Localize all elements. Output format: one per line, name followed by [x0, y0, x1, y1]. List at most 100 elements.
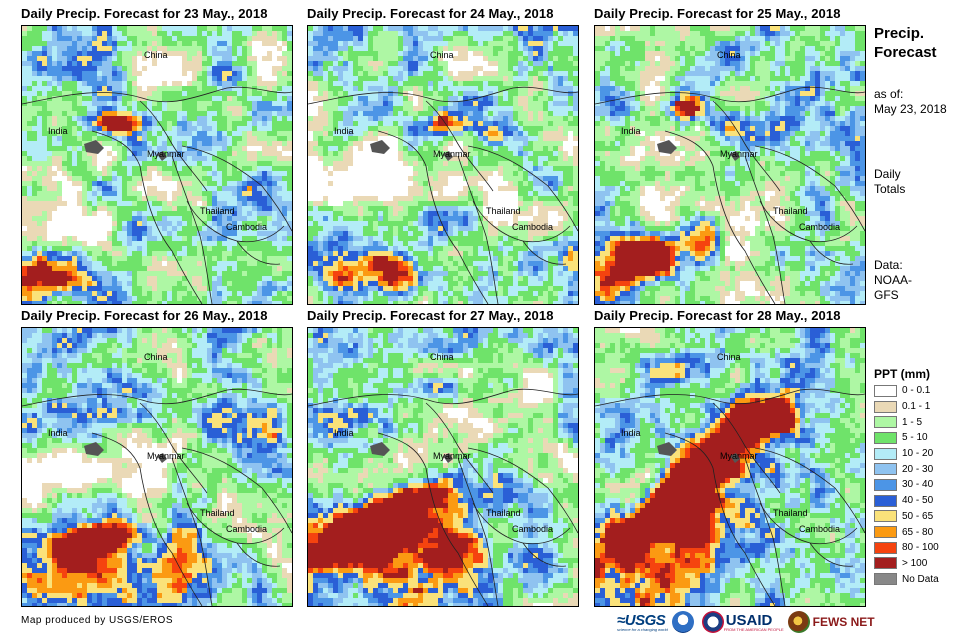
legend-item: > 100: [874, 556, 964, 572]
country-boundary: [809, 542, 854, 567]
forecast-panel: Daily Precip. Forecast for 27 May., 2018…: [307, 308, 593, 607]
map-label-thailand: Thailand: [486, 206, 521, 216]
country-boundary: [186, 502, 285, 545]
legend-label: 40 - 50: [902, 495, 934, 507]
legend-label: No Data: [902, 573, 939, 585]
legend-item: 50 - 65: [874, 509, 964, 525]
country-boundary: [171, 155, 213, 304]
legend-swatch: [874, 557, 897, 570]
as-of-label: as of:: [874, 87, 904, 101]
map-label-china: China: [717, 50, 741, 60]
legend-swatch: [874, 447, 897, 460]
map-label-myanmar: Myanmar: [433, 149, 471, 159]
map-label-india: India: [334, 126, 354, 136]
country-boundary: [91, 432, 203, 606]
country-boundary: [759, 502, 858, 545]
map-label-india: India: [621, 428, 641, 438]
map-label-china: China: [144, 352, 168, 362]
country-boundary: [425, 100, 494, 192]
country-boundary: [664, 432, 776, 606]
country-boundary: [595, 86, 865, 105]
map-label-thailand: Thailand: [773, 206, 808, 216]
as-of-date: as of: May 23, 2018: [874, 87, 947, 117]
precip-map: China India Myanmar Thailand Cambodia: [594, 25, 866, 305]
noaa-logo-icon: [671, 611, 694, 633]
legend-swatch: [874, 526, 897, 539]
map-label-china: China: [430, 50, 454, 60]
country-boundary: [664, 130, 776, 304]
legend-item: 0 - 0.1: [874, 383, 964, 399]
map-label-china: China: [144, 50, 168, 60]
country-boundary: [595, 388, 865, 407]
map-label-myanmar: Myanmar: [720, 149, 758, 159]
legend-label: 1 - 5: [902, 416, 923, 428]
country-boundary: [467, 145, 578, 232]
legend-label: 5 - 10: [902, 432, 928, 444]
country-boundary: [712, 100, 781, 192]
legend-swatch: [874, 384, 897, 397]
agency-logos: ≈USGS science for a changing world USAID…: [617, 608, 875, 636]
data-line1: Data:: [874, 258, 903, 272]
as-of-value: May 23, 2018: [874, 102, 947, 116]
forecast-panel: Daily Precip. Forecast for 26 May., 2018…: [21, 308, 307, 607]
country-boundary: [22, 86, 292, 105]
map-label-india: India: [621, 126, 641, 136]
legend-label: > 100: [902, 557, 928, 569]
map-label-india: India: [48, 126, 68, 136]
panel-title: Daily Precip. Forecast for 27 May., 2018: [307, 308, 554, 323]
legend-label: 65 - 80: [902, 526, 934, 538]
precip-raster: [595, 26, 865, 304]
legend-item: 1 - 5: [874, 414, 964, 430]
country-boundary: [181, 447, 292, 534]
country-boundary: [308, 388, 578, 407]
precip-raster: [308, 26, 578, 304]
legend-item: 10 - 20: [874, 446, 964, 462]
forecast-panel: Daily Precip. Forecast for 23 May., 2018…: [21, 6, 307, 305]
legend-label: 80 - 100: [902, 542, 939, 554]
country-boundary: [377, 432, 489, 606]
map-label-china: China: [430, 352, 454, 362]
legend-swatch: [874, 416, 897, 429]
legend-item: No Data: [874, 571, 964, 587]
panel-title: Daily Precip. Forecast for 26 May., 2018: [21, 308, 268, 323]
country-boundary: [467, 447, 578, 534]
legend-label: 20 - 30: [902, 463, 934, 475]
country-boundary: [139, 402, 208, 494]
map-label-myanmar: Myanmar: [720, 451, 758, 461]
map-label-thailand: Thailand: [773, 508, 808, 518]
country-boundary: [472, 200, 571, 243]
map-label-myanmar: Myanmar: [147, 451, 185, 461]
map-label-cambodia: Cambodia: [226, 222, 268, 232]
no-data-area: [84, 140, 167, 161]
legend-item: 5 - 10: [874, 430, 964, 446]
country-boundary: [308, 86, 578, 105]
legend-label: 0 - 0.1: [902, 385, 931, 397]
country-boundary: [522, 542, 567, 567]
legend-label: 50 - 65: [902, 510, 934, 522]
data-line3: GFS: [874, 288, 899, 302]
legend-item: 40 - 50: [874, 493, 964, 509]
map-label-myanmar: Myanmar: [433, 451, 471, 461]
map-label-cambodia: Cambodia: [226, 524, 268, 534]
legend-item: 65 - 80: [874, 524, 964, 540]
precip-map: China India Myanmar Thailand Cambodia: [307, 25, 579, 305]
data-line2: NOAA-: [874, 273, 913, 287]
forecast-panel: Daily Precip. Forecast for 25 May., 2018…: [594, 6, 880, 305]
map-label-cambodia: Cambodia: [799, 222, 841, 232]
country-boundary: [809, 240, 854, 265]
country-boundary: [181, 145, 292, 232]
precip-map: China India Myanmar Thailand Cambodia: [21, 327, 293, 607]
country-boundary: [712, 402, 781, 494]
map-label-india: India: [48, 428, 68, 438]
legend-swatch: [874, 510, 897, 523]
fews-net-wordmark: FEWS NET: [812, 615, 875, 629]
forecast-panel: Daily Precip. Forecast for 28 May., 2018…: [594, 308, 880, 607]
legend-item: 20 - 30: [874, 461, 964, 477]
legend-swatch: [874, 494, 897, 507]
country-boundary: [425, 402, 494, 494]
panel-title: Daily Precip. Forecast for 24 May., 2018: [307, 6, 554, 21]
country-boundary: [171, 457, 213, 606]
usaid-logo: USAID FROM THE AMERICAN PEOPLE: [724, 613, 784, 632]
country-boundary: [754, 145, 865, 232]
panel-title: Daily Precip. Forecast for 25 May., 2018: [594, 6, 841, 21]
